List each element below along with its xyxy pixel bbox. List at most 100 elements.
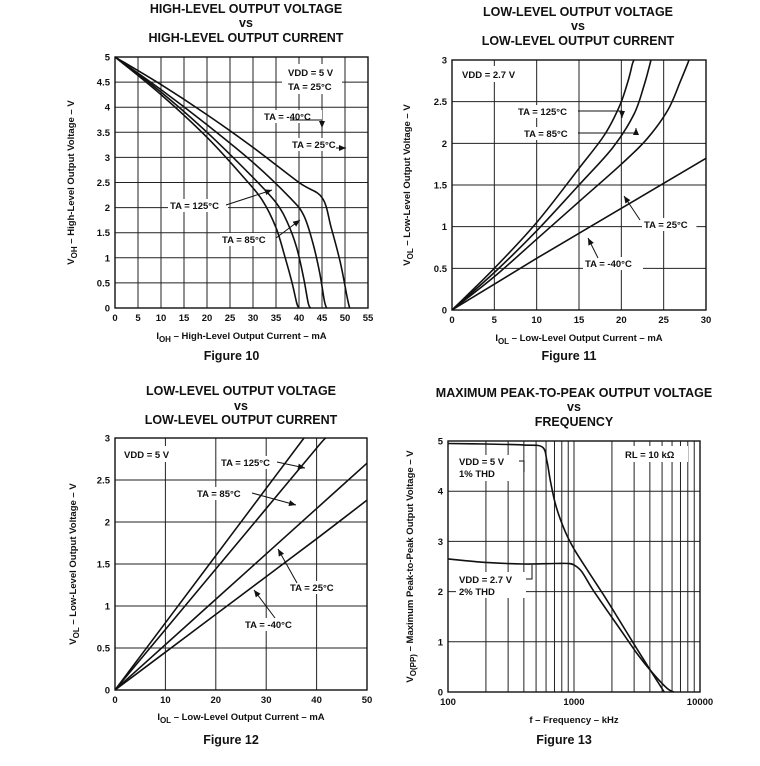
fig10-x-tick-label: 35	[271, 313, 282, 324]
fig12-y-tick-label: 3	[105, 434, 110, 445]
fig10-annotation-label: TA = 25°C	[292, 140, 336, 151]
fig12-annotation-label: TA = 25°C	[290, 583, 334, 594]
fig10-y-tick-label: 0	[105, 304, 110, 315]
fig11-y-tick-label: 2	[442, 139, 447, 150]
fig10-y-axis-label: VOH – High-Level Output Voltage – V	[66, 100, 79, 265]
fig13-y-tick-label: 3	[438, 537, 443, 548]
fig12-annotation-leader	[251, 492, 297, 506]
fig13-series-vdd-2-7-v-2-thd	[447, 558, 675, 693]
fig11-annotation-bg	[516, 105, 576, 118]
fig11-title-line-1: vs	[571, 19, 585, 33]
fig12-plot-frame	[114, 437, 368, 691]
fig11-figure-label: Figure 11	[542, 349, 597, 363]
fig13-x-tick-label: 1000	[563, 697, 584, 708]
fig13-conditions-bg	[622, 446, 688, 462]
fig11-x-tick-label: 15	[574, 315, 585, 326]
fig11-x-tick-label: 0	[449, 315, 454, 326]
fig11-condition-vdd: VDD = 2.7 V	[462, 70, 516, 81]
fig12-x-axis-label: IOL – Low-Level Output Current – mA	[157, 712, 324, 725]
fig13-grid	[448, 441, 700, 692]
fig12-x-tick-label: 40	[311, 695, 322, 706]
fig10-plot-frame	[114, 56, 369, 309]
fig12-figure-label: Figure 12	[203, 733, 259, 747]
fig10-x-tick-label: 20	[202, 313, 213, 324]
fig11-annotation-bg	[583, 257, 643, 270]
fig10-series-ta-25-c	[114, 56, 328, 309]
fig12-x-tick-label: 20	[211, 695, 222, 706]
fig12-title-line-2: LOW-LEVEL OUTPUT CURRENT	[145, 413, 338, 427]
fig12-conditions: VDD = 5 V	[121, 446, 179, 462]
fig12-y-tick-label: 0.5	[97, 644, 111, 655]
fig12-grid	[115, 438, 367, 690]
fig12-annotation-bg	[195, 487, 250, 500]
fig10-annotation-label: TA = 85°C	[222, 235, 266, 246]
fig11-annotation-bg	[522, 127, 577, 140]
fig11-series-ta-40-c	[451, 157, 707, 311]
fig10-condition-ta: TA = 25°C	[288, 82, 332, 93]
fig11-conditions: VDD = 2.7 V	[460, 66, 526, 82]
fig10-condition-vdd: VDD = 5 V	[288, 68, 334, 79]
fig10-annotation-arrowhead	[339, 145, 346, 151]
fig10-title-line-2: HIGH-LEVEL OUTPUT CURRENT	[149, 31, 344, 45]
fig10-figure-label: Figure 10	[204, 349, 260, 363]
fig11-annotation: TA = 25°C	[623, 195, 697, 231]
fig10-y-tick-label: 1.5	[97, 228, 111, 239]
fig12-annotation-arrowhead	[288, 500, 296, 507]
fig11-annotation: TA = 85°C	[522, 127, 639, 140]
fig10-y-tick-label: 2	[105, 203, 110, 214]
fig13-x-tick-label: 100	[440, 697, 456, 708]
fig10-y-tick-label: 4	[105, 103, 111, 114]
fig11-x-tick-label: 30	[701, 315, 712, 326]
fig10-annotation-arrowhead	[264, 189, 272, 196]
fig10-annotation-leader	[225, 189, 273, 206]
fig13-y-axis-label: VO(PP) – Maximum Peak-to-Peak Output Vol…	[405, 450, 418, 683]
fig10-annotation-bg	[168, 199, 228, 212]
fig12-x-tick-label: 50	[362, 695, 373, 706]
fig11-x-tick-label: 20	[616, 315, 627, 326]
fig12-y-axis-label: VOL – Low-Level Output Voltage – V	[68, 483, 81, 645]
fig13-plot-frame	[447, 440, 701, 693]
fig12-annotation-label: TA = -40°C	[245, 620, 292, 631]
fig10-y-tick-label: 3.5	[97, 128, 111, 139]
fig13-condition-rl: RL = 10 kΩ	[625, 450, 675, 461]
fig12-annotation: TA = 25°C	[277, 548, 343, 594]
fig11-x-tick-label: 25	[658, 315, 669, 326]
fig11-y-tick-label: 0.5	[434, 264, 448, 275]
fig13-annotation-bg	[456, 572, 526, 598]
fig11-y-tick-label: 2.5	[434, 97, 448, 108]
fig10-annotation: TA = 25°C	[290, 138, 346, 151]
fig13-y-tick-label: 4	[438, 487, 444, 498]
fig12-series-ta-25-c	[114, 462, 368, 691]
fig13-series-vdd-5-v-1-thd	[447, 442, 665, 693]
fig11-annotation-bg	[642, 218, 697, 231]
fig13-annotations: VDD = 5 V1% THD VDD = 2.7 V2% THD	[456, 455, 533, 598]
fig13-title-line-0: MAXIMUM PEAK-TO-PEAK OUTPUT VOLTAGE	[436, 386, 712, 400]
fig10-y-tick-label: 4.5	[97, 78, 111, 89]
fig11-title-line-0: LOW-LEVEL OUTPUT VOLTAGE	[483, 5, 673, 19]
fig10-conditions-bg	[282, 64, 342, 94]
fig12-conditions-bg	[121, 446, 179, 462]
fig11-x-tick-label: 10	[531, 315, 542, 326]
fig11-y-axis-label: VOL – Low-Level Output Voltage – V	[402, 104, 415, 266]
fig12-x-tick-label: 30	[261, 695, 272, 706]
fig11-plot-frame	[451, 59, 707, 311]
fig10-y-tick-label: 2.5	[97, 178, 111, 189]
fig13-y-tick-label: 0	[438, 688, 443, 699]
fig10-annotation-label: TA = -40°C	[264, 112, 311, 123]
fig10-x-tick-label: 45	[317, 313, 328, 324]
fig10-title-line-0: HIGH-LEVEL OUTPUT VOLTAGE	[150, 2, 342, 16]
fig11-y-tick-label: 1	[442, 222, 448, 233]
fig13-annotation-vdd27: VDD = 2.7 V	[459, 575, 513, 586]
fig13-x-axis-label: f – Frequency – kHz	[529, 715, 618, 726]
fig10-annotation-arrowhead	[292, 220, 300, 227]
fig12-y-tick-label: 0	[105, 686, 110, 697]
fig11-annotation: TA = 125°C	[516, 105, 625, 118]
fig10-x-axis-label: IOH – High-Level Output Current – mA	[156, 331, 326, 344]
fig10-title-line-1: vs	[239, 16, 253, 30]
fig13-title-line-2: FREQUENCY	[535, 415, 614, 429]
fig12-annotation-bg	[219, 456, 279, 469]
